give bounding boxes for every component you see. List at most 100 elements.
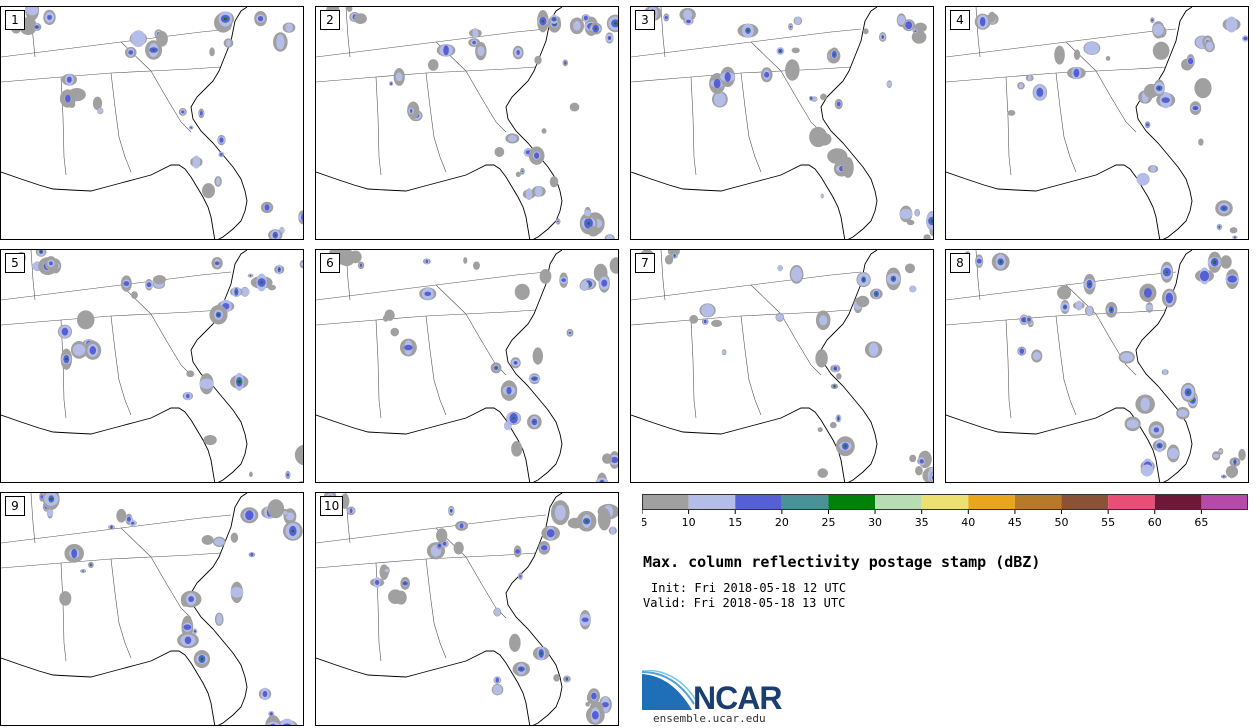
reflectivity-cell [534, 152, 540, 159]
state-border [690, 76, 697, 176]
member-panel-6: 6 [315, 249, 619, 483]
state-border [631, 271, 862, 301]
reflectivity-cell [250, 552, 254, 557]
reflectivity-cell [436, 528, 448, 543]
reflectivity-cell [230, 587, 244, 598]
reflectivity-cell [1140, 397, 1150, 412]
reflectivity-cell [276, 34, 285, 50]
reflectivity-cell [1225, 465, 1239, 478]
reflectivity-cell [829, 421, 837, 429]
reflectivity-cell [601, 701, 609, 708]
reflectivity-cell [235, 291, 238, 293]
state-border [316, 552, 537, 569]
reflectivity-map [1, 250, 303, 482]
reflectivity-cell [776, 314, 784, 321]
reflectivity-cell [1084, 41, 1100, 55]
reflectivity-cell [1243, 36, 1248, 41]
state-border [375, 76, 382, 176]
reflectivity-cell [1161, 97, 1170, 103]
reflectivity-cell [354, 13, 367, 25]
reflectivity-cell [585, 701, 590, 707]
reflectivity-cell [564, 62, 566, 64]
state-border [660, 250, 666, 301]
reflectivity-cell [1223, 476, 1225, 477]
reflectivity-cell [791, 47, 800, 54]
reflectivity-cell [585, 519, 588, 523]
reflectivity-colorbar: 5 10 15 20 25 30 35 40 45 50 55 60 65 [642, 494, 1248, 529]
reflectivity-cell [1167, 447, 1179, 459]
reflectivity-cell [111, 526, 112, 528]
reflectivity-cell [349, 250, 362, 264]
reflectivity-cell [928, 216, 933, 226]
reflectivity-cell [583, 15, 588, 21]
reflectivity-cell [713, 92, 726, 107]
reflectivity-cell [283, 723, 292, 725]
state-border [1005, 319, 1012, 419]
panel-number: 8 [950, 253, 970, 273]
reflectivity-cell [1075, 300, 1083, 311]
state-border [60, 319, 67, 419]
reflectivity-cell [1158, 86, 1161, 90]
reflectivity-cell [533, 377, 536, 380]
reflectivity-cell [272, 724, 274, 725]
reflectivity-cell [40, 250, 43, 253]
member-panel-9: 9 [0, 492, 304, 726]
reflectivity-cell [600, 481, 604, 482]
coastline [1, 7, 248, 239]
reflectivity-cell [1187, 57, 1194, 65]
reflectivity-cell [909, 454, 917, 463]
reflectivity-cell [279, 718, 295, 725]
reflectivity-cell [674, 255, 676, 257]
reflectivity-cell [349, 508, 353, 514]
reflectivity-cell [930, 219, 933, 223]
reflectivity-cell [1213, 260, 1217, 264]
reflectivity-cell [146, 282, 152, 288]
reflectivity-cell [453, 541, 464, 555]
reflectivity-cell [188, 596, 194, 603]
reflectivity-cell [494, 146, 505, 157]
reflectivity-cell [72, 343, 86, 356]
reflectivity-cell [988, 11, 996, 23]
state-border [435, 284, 467, 315]
reflectivity-cell [64, 357, 68, 361]
colorbar-swatch [1061, 494, 1109, 510]
reflectivity-cell [817, 468, 828, 478]
state-border [1, 271, 232, 301]
reflectivity-cell [862, 277, 865, 282]
reflectivity-cell [1120, 352, 1134, 362]
state-border [375, 319, 382, 419]
reflectivity-cell [520, 668, 523, 671]
reflectivity-cell [250, 275, 251, 277]
reflectivity-cell [906, 219, 915, 226]
reflectivity-cell [463, 257, 468, 264]
reflectivity-cell [516, 50, 520, 56]
reflectivity-cell [541, 20, 545, 23]
reflectivity-cell [711, 319, 723, 327]
reflectivity-cell [1153, 427, 1160, 433]
state-border [1055, 315, 1077, 416]
reflectivity-cell [881, 36, 884, 38]
reflectivity-cell [511, 441, 523, 457]
state-border [425, 315, 447, 416]
reflectivity-cell [1126, 419, 1139, 429]
reflectivity-cell [764, 71, 770, 78]
colorbar-border [642, 494, 1248, 510]
reflectivity-cell [68, 100, 76, 108]
reflectivity-cell [184, 636, 192, 645]
reflectivity-map [631, 250, 933, 482]
reflectivity-cell [704, 320, 706, 323]
reflectivity-cell [1165, 292, 1174, 304]
reflectivity-cell [701, 303, 714, 317]
reflectivity-cell [61, 327, 69, 336]
colorbar-tick-label: 20 [775, 516, 789, 529]
reflectivity-cell [1110, 308, 1113, 311]
panel-number: 5 [5, 253, 25, 273]
reflectivity-cell [190, 126, 193, 129]
state-border [1095, 313, 1137, 376]
reflectivity-cell [49, 497, 53, 501]
reflectivity-cell [519, 574, 522, 578]
reflectivity-cell [868, 342, 879, 357]
reflectivity-cell [842, 157, 854, 178]
reflectivity-cell [495, 367, 497, 369]
reflectivity-cell [512, 417, 515, 420]
